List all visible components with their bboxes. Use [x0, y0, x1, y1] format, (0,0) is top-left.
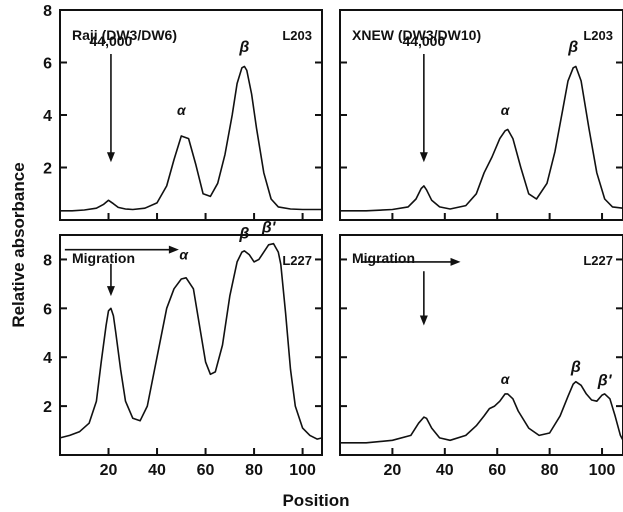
- panel-title: Migration: [352, 250, 415, 266]
- x-axis-label: Position: [282, 491, 349, 510]
- marker-label: 44,000: [90, 33, 133, 49]
- y-tick-label: 4: [43, 108, 52, 125]
- panel-code: L203: [282, 28, 312, 43]
- migration-arrow-head: [168, 245, 179, 254]
- peak-label: β: [567, 39, 578, 56]
- plot-frame: [339, 234, 623, 456]
- y-tick-label: 6: [43, 56, 52, 73]
- panel-code: L203: [583, 28, 613, 43]
- marker-arrow-head: [106, 286, 115, 297]
- x-tick-label: 20: [384, 462, 402, 479]
- y-tick-label: 4: [43, 350, 52, 367]
- x-tick-label: 100: [289, 462, 316, 479]
- peak-label: β': [261, 220, 277, 237]
- panel-top-left: 2 4 6 8 Raji (DW3/DW6) L203 44,000 α β: [43, 3, 323, 221]
- panel-code: L227: [282, 253, 312, 268]
- peak-label: α: [177, 102, 187, 118]
- x-tick-label: 40: [148, 462, 166, 479]
- peak-label: α: [501, 102, 511, 118]
- peak-label: β: [238, 226, 249, 243]
- panel-top-right: XNEW (DW3/DW10) L203 44,000 α β: [339, 9, 623, 221]
- peak-label: α: [179, 246, 189, 262]
- y-tick-label: 8: [43, 3, 52, 20]
- y-tick-label: 6: [43, 301, 52, 318]
- x-tick-label: 80: [541, 462, 559, 479]
- x-tick-label: 80: [245, 462, 263, 479]
- x-tick-label: 60: [488, 462, 506, 479]
- series-line-0: [60, 65, 322, 212]
- x-tick-label: 20: [100, 462, 118, 479]
- panel-title: XNEW (DW3/DW10): [352, 27, 481, 43]
- x-tick-label: 100: [589, 462, 616, 479]
- peak-label: α: [501, 371, 511, 387]
- x-tick-label: 40: [436, 462, 454, 479]
- panel-bottom-left: 2 4 6 8 20 40 60 80 100 Migration L227 α β β': [43, 220, 323, 479]
- y-axis-label: Relative absorbance: [9, 162, 28, 327]
- plot-frame: [59, 234, 323, 456]
- panel-code: L227: [583, 253, 613, 268]
- panel-title: Migration: [72, 250, 135, 266]
- series-line-0: [340, 65, 623, 212]
- peak-label: β: [570, 359, 581, 376]
- y-tick-label: 2: [43, 399, 52, 416]
- marker-label: 44,000: [402, 33, 445, 49]
- panel-title: Raji (DW3/DW6): [72, 27, 177, 43]
- series-line-0: [340, 380, 623, 444]
- peak-label: β: [238, 39, 249, 56]
- marker-arrow-head: [106, 152, 115, 163]
- migration-arrow-head: [450, 257, 461, 266]
- y-tick-label: 8: [43, 252, 52, 269]
- peak-label: β': [597, 372, 613, 389]
- panel-bottom-right: 20 40 60 80 100 Migration L227 α β β': [339, 234, 623, 479]
- marker-arrow-head: [419, 152, 428, 163]
- x-tick-label: 60: [197, 462, 215, 479]
- marker-arrow-head: [419, 315, 428, 326]
- series-line-0: [59, 242, 323, 440]
- y-tick-label: 2: [43, 161, 52, 178]
